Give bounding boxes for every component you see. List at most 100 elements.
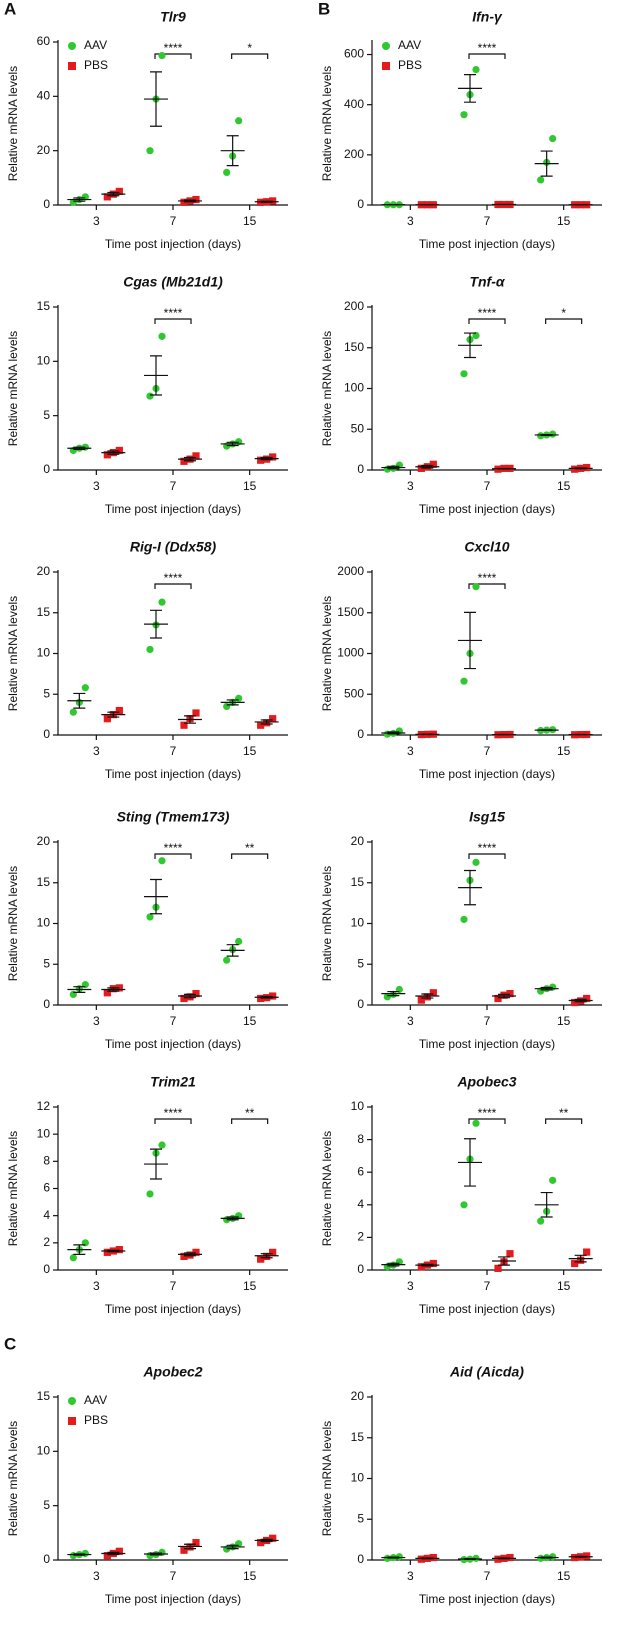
significance-label: **** [478, 306, 497, 320]
x-tick-label: 7 [170, 479, 177, 493]
y-tick-label: 200 [344, 147, 364, 161]
legend-marker [68, 1397, 76, 1405]
panel-label: C [4, 1334, 16, 1353]
sem-bar [150, 878, 162, 915]
significance-label: **** [164, 1106, 183, 1120]
point [192, 1248, 200, 1256]
y-tick-label: 15 [37, 299, 51, 313]
significance-bracket [231, 53, 269, 59]
point [235, 1540, 243, 1548]
sem-bar [226, 944, 239, 957]
point [146, 913, 154, 921]
sem-bar [150, 609, 162, 639]
point [571, 465, 579, 473]
point [115, 187, 123, 196]
y-axis-label: Relative mRNA levels [320, 596, 334, 711]
axes [371, 305, 602, 471]
y-tick-label: 8 [357, 1132, 364, 1146]
sem-bar [260, 719, 273, 725]
point [158, 857, 166, 865]
point [472, 1119, 480, 1127]
y-tick-label: 60 [37, 34, 51, 48]
x-tick-label: 15 [243, 1279, 257, 1293]
point [269, 197, 277, 205]
point [460, 1201, 468, 1209]
y-tick-label: 0 [357, 462, 364, 476]
axes [371, 570, 602, 736]
y-tick-label: 0 [357, 1262, 364, 1276]
point [103, 1552, 111, 1560]
point [180, 1252, 188, 1261]
point [417, 1263, 425, 1271]
y-tick-label: 0 [357, 197, 364, 211]
sem-bar [498, 1557, 510, 1560]
x-tick-label: 15 [243, 744, 257, 758]
legend-label: PBS [84, 58, 108, 72]
point [223, 168, 231, 176]
significance-bracket [154, 853, 192, 859]
legend-marker [68, 1417, 76, 1425]
sem-bar [387, 731, 400, 735]
y-tick-label: 0 [357, 1552, 364, 1566]
y-tick-label: 1000 [337, 646, 364, 660]
point [571, 998, 579, 1007]
point [115, 706, 123, 715]
y-tick-label: 15 [351, 875, 365, 889]
sem-bar [226, 135, 239, 167]
sem-bar [150, 1148, 162, 1180]
axes [57, 305, 288, 471]
y-tick-label: 5 [357, 956, 364, 970]
x-axis-label: Time post injection (days) [105, 1302, 241, 1316]
y-tick-label: 20 [351, 834, 365, 848]
significance-bracket [468, 318, 506, 324]
significance-label: **** [478, 841, 497, 855]
legend-marker [68, 62, 76, 70]
sem-bar [184, 1543, 196, 1550]
sem-bar [73, 446, 86, 450]
point [103, 451, 111, 459]
chart-title: Isg15 [469, 809, 505, 825]
x-tick-label: 15 [557, 1014, 571, 1028]
sem-bar [73, 986, 86, 993]
y-tick-label: 5 [43, 686, 50, 700]
point [429, 989, 437, 997]
sem-bar [464, 611, 476, 670]
point [158, 51, 166, 60]
x-axis-label: Time post injection (days) [419, 502, 555, 516]
y-tick-label: 100 [344, 381, 364, 395]
point [269, 715, 277, 723]
y-tick-label: 0 [43, 997, 50, 1011]
sem-bar [421, 1263, 434, 1267]
point [158, 598, 166, 606]
x-tick-label: 3 [407, 744, 414, 758]
chart-title: Cgas (Mb21d1) [123, 274, 223, 290]
y-tick-label: 200 [344, 299, 364, 313]
significance-bracket [468, 53, 506, 59]
axes [57, 1105, 288, 1271]
significance-label: **** [164, 41, 183, 55]
sem-bar [73, 197, 86, 202]
x-tick-label: 7 [484, 744, 491, 758]
significance-label: ** [245, 1106, 255, 1120]
y-tick-label: 50 [351, 421, 365, 435]
point [146, 147, 154, 155]
y-tick-label: 6 [43, 1181, 50, 1195]
y-tick-label: 0 [43, 462, 50, 476]
sem-bar [184, 199, 196, 203]
chart-title: Sting (Tmem173) [117, 809, 230, 825]
chart-title: Apobec3 [456, 1074, 516, 1090]
y-tick-label: 1500 [337, 605, 364, 619]
point [269, 992, 277, 1000]
y-tick-label: 0 [357, 727, 364, 741]
point [235, 694, 243, 702]
sem-bar [260, 1538, 273, 1543]
significance-bracket [154, 583, 192, 589]
sem-bar [574, 1555, 587, 1558]
sem-bar [421, 993, 434, 999]
chart-title: Aid (Aicda) [449, 1364, 524, 1380]
axes [57, 570, 288, 736]
x-axis-label: Time post injection (days) [419, 767, 555, 781]
sem-bar [184, 456, 196, 462]
x-tick-label: 3 [93, 744, 100, 758]
point [192, 452, 200, 460]
